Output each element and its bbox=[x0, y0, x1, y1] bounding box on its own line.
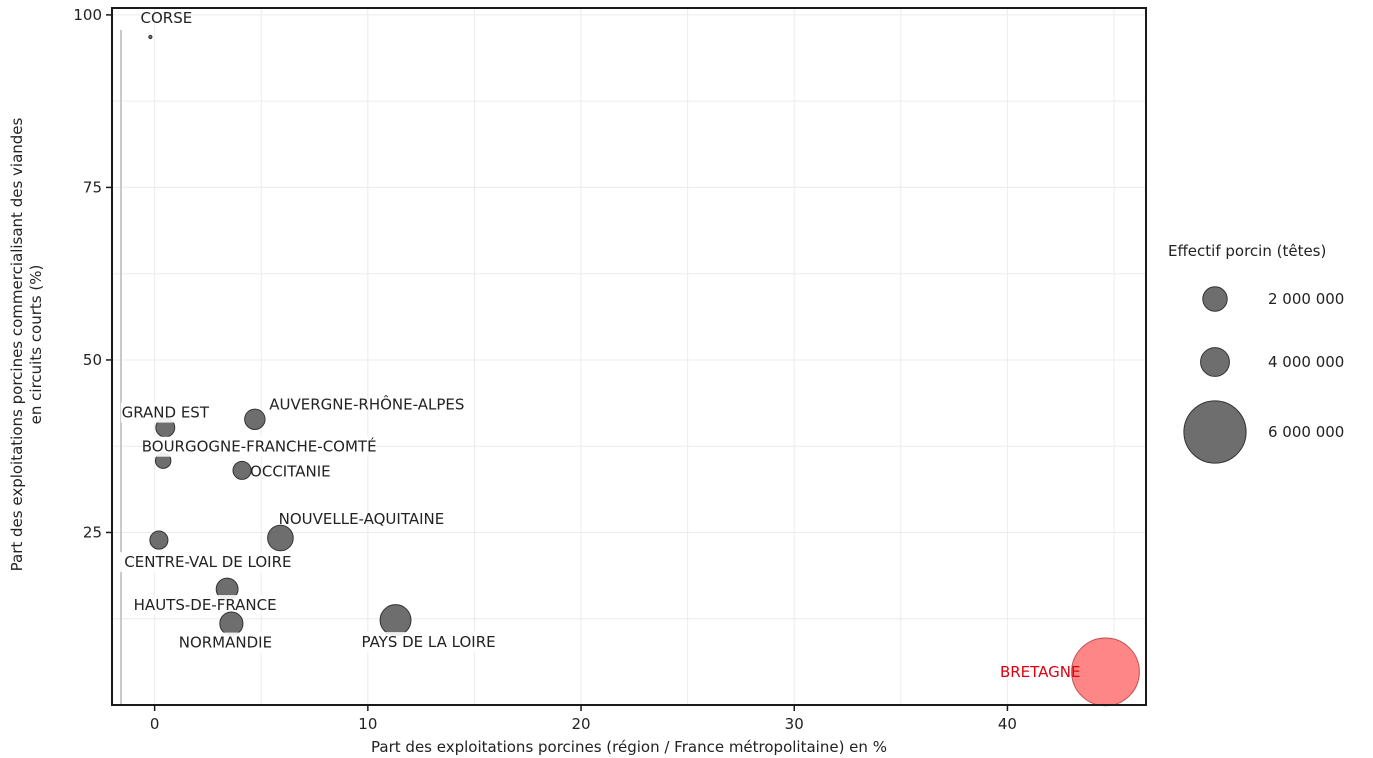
legend-symbol bbox=[1202, 286, 1228, 312]
data-point bbox=[244, 408, 266, 431]
data-point bbox=[219, 611, 244, 636]
data-point bbox=[148, 34, 153, 40]
data-label: NOUVELLE-AQUITAINE bbox=[279, 510, 445, 528]
x-axis-title: Part des exploitations porcines (région … bbox=[371, 738, 887, 756]
data-label: AUVERGNE-RHÔNE-ALPES bbox=[269, 394, 464, 413]
data-label-bg bbox=[120, 402, 210, 423]
data-label-bg bbox=[133, 595, 278, 616]
legend-label: 2 000 000 bbox=[1268, 290, 1344, 308]
y-tick-label: 100 bbox=[73, 6, 102, 24]
y-axis-title-line-1: Part des exploitations porcines commerci… bbox=[8, 117, 26, 571]
x-tick-label: 0 bbox=[150, 715, 160, 733]
legend-title: Effectif porcin (têtes) bbox=[1168, 242, 1326, 260]
x-tick-label: 10 bbox=[358, 715, 377, 733]
data-point bbox=[149, 530, 169, 550]
legend-label: 6 000 000 bbox=[1268, 423, 1344, 441]
y-tick-label: 75 bbox=[83, 178, 102, 196]
x-tick-label: 40 bbox=[998, 715, 1017, 733]
legend-symbol bbox=[1200, 347, 1230, 377]
legend: Effectif porcin (têtes) 2 000 000 4 000 0… bbox=[1168, 242, 1344, 464]
data-label: BOURGOGNE-FRANCHE-COMTÉ bbox=[142, 437, 377, 456]
axis-ticks: 0 10 20 30 40 25 50 75 100 bbox=[73, 6, 1017, 733]
x-tick-label: 20 bbox=[571, 715, 590, 733]
data-label-bg bbox=[351, 632, 506, 653]
data-label: HAUTS-DE-FRANCE bbox=[134, 596, 277, 614]
data-label: OCCITANIE bbox=[250, 462, 331, 480]
data-label-bg bbox=[180, 632, 270, 653]
y-axis-title-line-2: en circuits courts (%) bbox=[27, 265, 45, 425]
data-label-bg bbox=[117, 552, 299, 573]
data-points: CORSE GRAND EST AUVERGNE-RHÔNE-ALPES BOURGO… bbox=[117, 9, 1140, 707]
data-label: NORMANDIE bbox=[179, 634, 272, 652]
data-label: GRAND EST bbox=[122, 404, 210, 422]
legend-symbol bbox=[1183, 400, 1247, 464]
data-point bbox=[232, 460, 252, 480]
legend-label: 4 000 000 bbox=[1268, 353, 1344, 371]
y-tick-label: 50 bbox=[83, 351, 102, 369]
data-label: CORSE bbox=[141, 9, 193, 27]
data-label: CENTRE-VAL DE LOIRE bbox=[124, 553, 291, 571]
y-tick-label: 25 bbox=[83, 523, 102, 541]
data-point bbox=[1071, 637, 1140, 707]
data-label: PAYS DE LA LOIRE bbox=[361, 633, 495, 651]
x-tick-label: 30 bbox=[785, 715, 804, 733]
plot-border bbox=[111, 7, 1147, 706]
data-point bbox=[267, 524, 294, 552]
data-label: BRETAGNE bbox=[1000, 663, 1081, 681]
data-label-bg bbox=[150, 436, 368, 457]
data-point bbox=[379, 604, 412, 637]
